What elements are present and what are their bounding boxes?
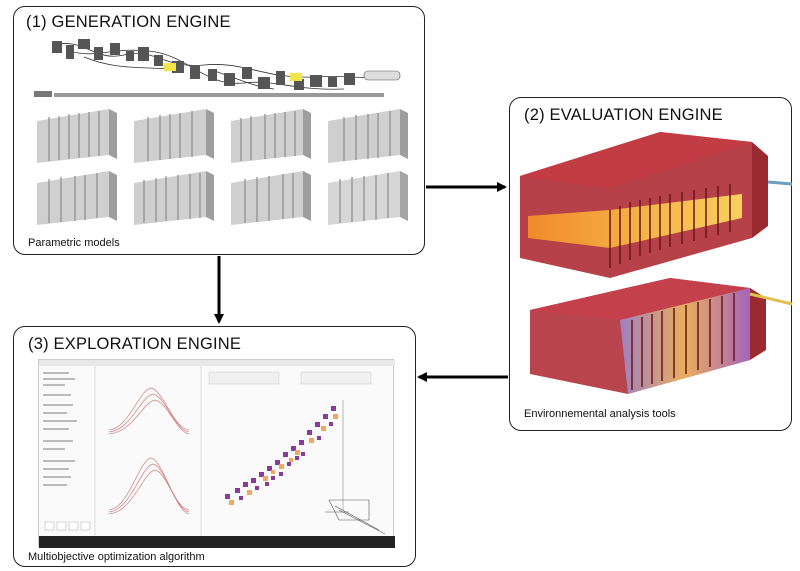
pareto-scatter [225,400,344,510]
exploration-engine-panel: (3) EXPLORATION ENGINE [13,326,416,567]
generation-engine-panel: (1) GENERATION ENGINE [13,6,425,255]
settings-panel [43,372,77,486]
parametric-model-6 [134,171,214,225]
parametric-node-graph [34,39,408,225]
generation-engine-title: (1) GENERATION ENGINE [26,13,231,31]
parametric-model-grid [37,109,408,225]
parametric-model-2 [134,109,214,163]
evaluation-render-2 [530,278,793,394]
parametric-model-8 [328,171,408,225]
parametric-model-1 [37,109,117,163]
taskbar [39,536,395,548]
convergence-curves [108,387,190,515]
facade-section-diagram [325,499,386,535]
parametric-model-5 [37,171,117,225]
parametric-model-4 [328,109,408,163]
exploration-engine-title: (3) EXPLORATION ENGINE [28,335,242,353]
evaluation-engine-caption: Environnemental analysis tools [524,408,676,420]
parametric-model-7 [231,171,311,225]
evaluation-engine-title: (2) EVALUATION ENGINE [524,106,723,124]
evaluation-engine-panel: (2) EVALUATION ENGINE [509,97,793,431]
evaluation-render-1 [520,132,793,278]
optimization-software-screenshot [38,359,395,548]
parametric-model-3 [231,109,311,163]
environmental-analysis-renders [520,132,793,394]
bottom-toolbar [44,521,91,531]
exploration-engine-caption: Multiobjective optimization algorithm [28,551,205,563]
optimization-software-canvas [39,360,395,548]
generation-engine-caption: Parametric models [28,237,120,249]
